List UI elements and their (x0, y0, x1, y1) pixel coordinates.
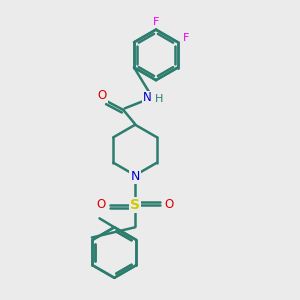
Text: F: F (183, 33, 189, 43)
Text: O: O (96, 199, 106, 212)
Text: N: N (130, 170, 140, 183)
Text: F: F (153, 17, 159, 27)
Text: S: S (130, 198, 140, 212)
Text: N: N (143, 92, 152, 104)
Text: H: H (155, 94, 164, 104)
Text: O: O (98, 89, 107, 102)
Text: O: O (165, 199, 174, 212)
